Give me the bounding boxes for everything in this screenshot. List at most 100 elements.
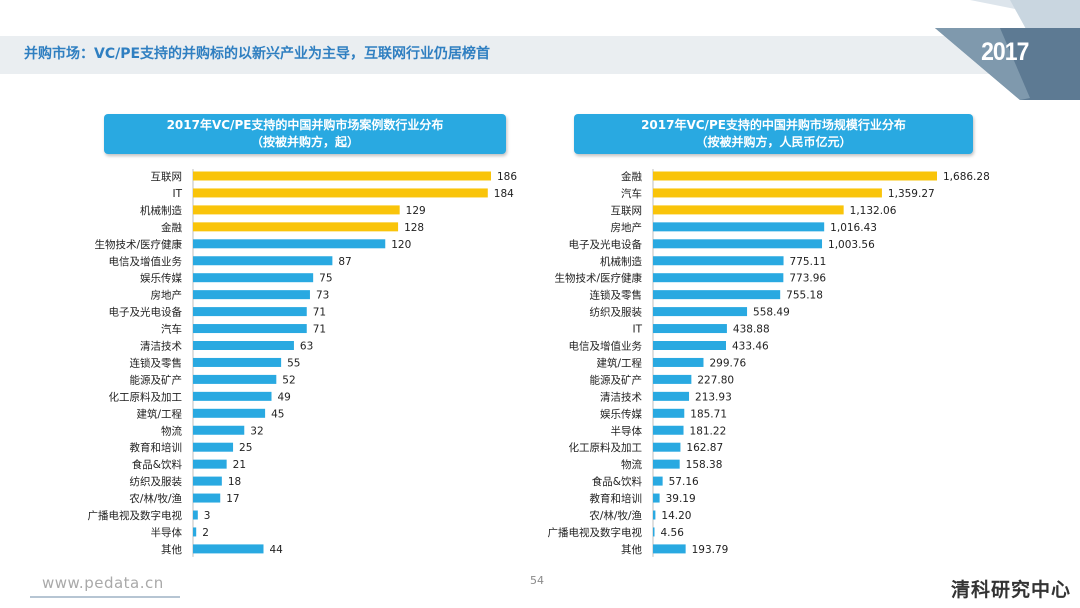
left-category-label: 房地产 [151, 289, 183, 302]
right-value-label: 57.16 [669, 476, 699, 488]
right-value-label: 162.87 [686, 442, 723, 454]
right-bar [653, 307, 748, 317]
left-value-label: 2 [202, 527, 209, 539]
left-bar [193, 357, 282, 367]
left-bar [193, 290, 310, 300]
left-bar [193, 459, 227, 469]
footer-divider [30, 596, 180, 598]
left-value-label: 44 [269, 544, 283, 556]
right-bar [653, 341, 727, 350]
right-bar [653, 357, 704, 367]
page-number: 54 [530, 574, 544, 587]
left-value-label: 75 [319, 273, 332, 285]
right-category-label: 生物技术/医疗健康 [554, 272, 642, 285]
left-category-label: 其他 [161, 543, 182, 556]
left-category-label: 食品&饮料 [132, 458, 183, 471]
right-category-label: 广播电视及数字电视 [548, 526, 643, 539]
left-value-label: 71 [313, 307, 326, 319]
left-value-label: 129 [406, 205, 426, 217]
right-value-label: 775.11 [790, 256, 827, 268]
right-value-label: 193.79 [692, 544, 729, 556]
footer-url[interactable]: www.pedata.cn [42, 574, 164, 592]
left-value-label: 87 [338, 256, 351, 268]
brand-logo-text: 清科研究中心 [951, 579, 1072, 601]
right-bar [653, 256, 784, 266]
left-bar [193, 171, 491, 181]
right-value-label: 1,016.43 [830, 222, 877, 234]
right-bar [653, 425, 684, 435]
left-chart-title-line2: （按被并购方，起） [250, 135, 359, 149]
right-category-label: 机械制造 [600, 255, 642, 268]
right-bar [653, 188, 882, 198]
right-bar [653, 510, 656, 520]
left-category-label: 清洁技术 [140, 340, 182, 353]
left-bar [193, 205, 400, 215]
right-value-label: 558.49 [753, 307, 790, 319]
right-bar [653, 273, 784, 283]
right-chart-title-line2: （按被并购方，人民币亿元） [695, 135, 852, 149]
right-value-label: 227.80 [697, 374, 734, 386]
left-value-label: 25 [239, 442, 252, 454]
right-category-label: 物流 [621, 458, 642, 471]
right-category-label: 房地产 [611, 221, 643, 234]
right-category-label: 食品&饮料 [592, 475, 643, 488]
left-bar [193, 256, 333, 266]
left-value-label: 55 [287, 357, 300, 369]
left-category-label: 汽车 [161, 323, 182, 336]
left-value-label: 45 [271, 408, 284, 420]
right-bar [653, 290, 781, 300]
right-bar [653, 459, 680, 469]
left-value-label: 49 [278, 391, 291, 403]
right-category-label: 半导体 [611, 424, 643, 437]
left-category-label: 广播电视及数字电视 [88, 509, 183, 522]
right-bar [653, 324, 727, 334]
left-chart-title-line1: 2017年VC/PE支持的中国并购市场案例数行业分布 [166, 118, 444, 132]
left-bar [193, 476, 222, 486]
right-chart-title-line1: 2017年VC/PE支持的中国并购市场规模行业分布 [641, 118, 906, 132]
right-value-label: 158.38 [686, 459, 723, 471]
right-bar [653, 476, 663, 486]
right-bar [653, 222, 825, 232]
left-value-label: 120 [391, 239, 411, 251]
left-bar [193, 239, 386, 249]
right-bar [653, 527, 655, 537]
left-category-label: 电子及光电设备 [109, 306, 183, 319]
left-bar [193, 188, 488, 198]
right-category-label: 清洁技术 [600, 390, 642, 403]
left-category-label: 半导体 [151, 526, 183, 539]
left-value-label: 17 [226, 493, 239, 505]
left-value-label: 63 [300, 341, 313, 353]
left-bar [193, 527, 197, 537]
left-bar [193, 408, 266, 418]
corner-decoration [935, 0, 1080, 100]
left-bar [193, 391, 272, 401]
right-category-label: 电信及增值业务 [569, 340, 643, 353]
left-value-label: 52 [282, 374, 295, 386]
right-category-label: 纺织及服装 [590, 306, 643, 319]
right-value-label: 181.22 [690, 425, 727, 437]
left-value-label: 18 [228, 476, 241, 488]
left-category-label: 化工原料及加工 [109, 390, 183, 403]
right-category-label: 其他 [621, 543, 642, 556]
header-band [0, 36, 1080, 74]
right-value-label: 185.71 [690, 408, 727, 420]
right-bar [653, 171, 937, 181]
left-value-label: 128 [404, 222, 424, 234]
left-bar [193, 510, 198, 520]
left-value-label: 71 [313, 324, 326, 336]
left-category-label: 机械制造 [140, 204, 182, 217]
right-category-label: 农/林/牧/渔 [589, 509, 642, 522]
left-bar [193, 341, 294, 350]
right-category-label: 化工原料及加工 [569, 441, 643, 454]
right-category-label: IT [632, 324, 642, 336]
left-value-label: 3 [204, 510, 211, 522]
left-bar [193, 222, 399, 232]
left-value-label: 184 [494, 188, 514, 200]
left-bar [193, 442, 234, 452]
right-chart-title: 2017年VC/PE支持的中国并购市场规模行业分布 （按被并购方，人民币亿元） [574, 114, 973, 154]
left-bar [193, 544, 264, 554]
left-category-label: 电信及增值业务 [109, 255, 183, 268]
left-category-label: 金融 [161, 221, 182, 234]
right-category-label: 金融 [621, 170, 642, 183]
